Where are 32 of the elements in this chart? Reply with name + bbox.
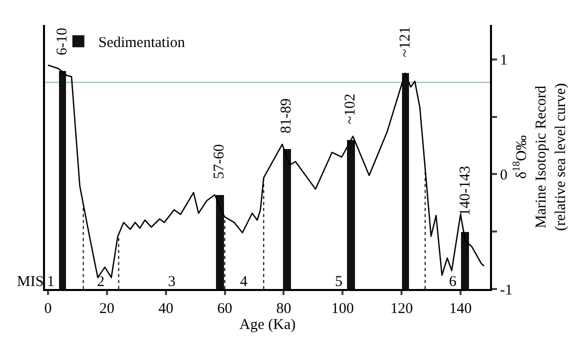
x-tick-label: 40: [158, 301, 174, 317]
y-tick-label: -1: [500, 282, 512, 298]
annotation: ~121: [398, 26, 414, 58]
x-tick-label: 0: [44, 301, 52, 317]
legend-label: Sedimentation: [98, 35, 186, 52]
annotation: ~102: [342, 94, 359, 124]
text: MIS: [17, 274, 44, 290]
x-tick-label: 140: [449, 301, 472, 317]
x-tick-label: 80: [276, 301, 292, 317]
annotation: 140-143: [458, 166, 474, 216]
x-tick-label: 100: [331, 301, 354, 317]
annotation: 5: [335, 274, 342, 290]
annotation: 81-89: [278, 98, 294, 134]
bar: [461, 232, 469, 289]
y-tick-label: 1: [500, 52, 508, 69]
bar: [283, 149, 291, 289]
x-tick-label: 20: [99, 301, 114, 317]
annotation: 2: [97, 274, 104, 290]
annotation: 6: [449, 274, 457, 290]
x-axis-title: Age (Ka): [239, 317, 296, 333]
annotation: 57-60: [211, 144, 228, 180]
bar: [216, 195, 224, 289]
annotation: 1: [47, 274, 54, 290]
x-tick-label: 60: [217, 301, 232, 317]
annotation: 6-10: [54, 28, 70, 56]
y-tick-label: 0: [500, 167, 508, 184]
annotation: 3: [168, 274, 176, 290]
annotation: 4: [240, 274, 248, 290]
bar: [402, 73, 409, 289]
bar: [347, 140, 355, 289]
bar: [59, 71, 66, 289]
x-tick-label: 120: [390, 301, 413, 317]
